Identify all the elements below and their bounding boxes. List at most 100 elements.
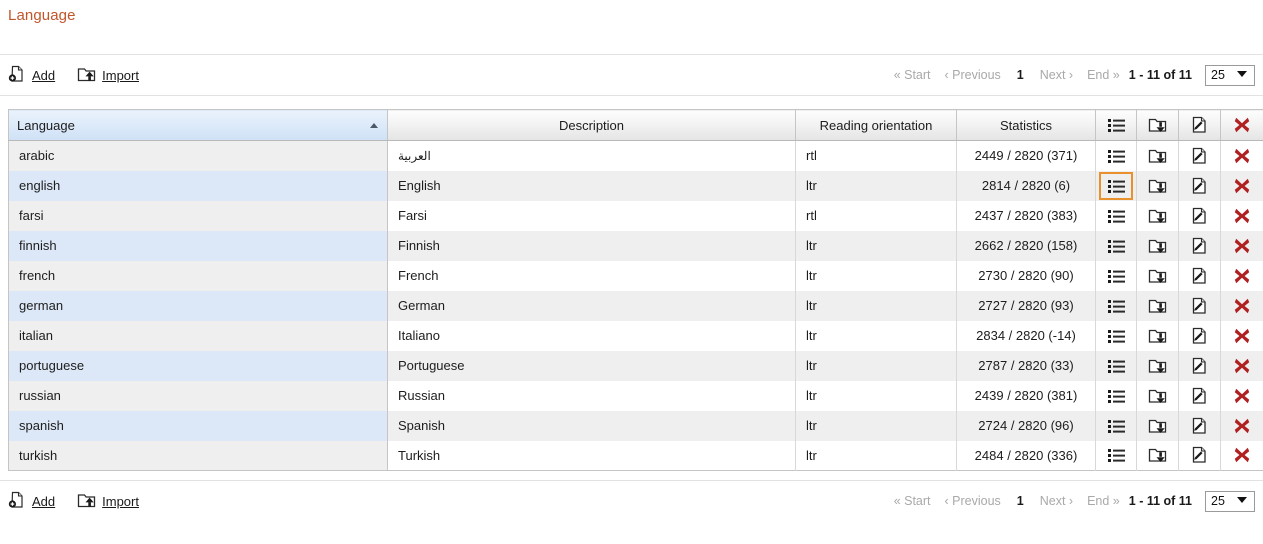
list-icon[interactable] [1096, 322, 1136, 350]
import-button-top[interactable]: Import [77, 65, 139, 86]
document-edit-icon[interactable] [1179, 232, 1220, 260]
table-row[interactable]: turkish Turkish ltr 2484 / 2820 (336) [8, 440, 1263, 471]
add-button-top[interactable]: Add [8, 65, 55, 86]
list-icon[interactable] [1096, 352, 1136, 380]
pagination-start-top[interactable]: « Start [893, 68, 931, 82]
column-header-reading-orientation[interactable]: Reading orientation [795, 109, 957, 141]
cell-action-delete-x[interactable] [1220, 170, 1263, 201]
delete-x-icon[interactable] [1221, 142, 1263, 170]
cell-action-document-edit[interactable] [1178, 410, 1221, 441]
delete-x-icon[interactable] [1221, 412, 1263, 440]
cell-action-document-edit[interactable] [1178, 440, 1221, 471]
delete-x-icon[interactable] [1221, 352, 1263, 380]
document-edit-icon[interactable] [1179, 382, 1220, 410]
cell-action-delete-x[interactable] [1220, 200, 1263, 231]
pagination-start-bottom[interactable]: « Start [893, 494, 931, 508]
delete-x-icon[interactable] [1221, 322, 1263, 350]
delete-x-icon[interactable] [1221, 382, 1263, 410]
cell-action-list[interactable] [1095, 440, 1137, 471]
cell-action-list[interactable] [1095, 230, 1137, 261]
import-button-bottom[interactable]: Import [77, 491, 139, 512]
document-edit-icon[interactable] [1179, 412, 1220, 440]
cell-action-folder-export[interactable] [1136, 410, 1179, 441]
cell-action-folder-export[interactable] [1136, 350, 1179, 381]
folder-export-icon[interactable] [1137, 352, 1178, 380]
page-size-select-bottom[interactable]: 2550100 [1205, 490, 1255, 512]
document-edit-icon[interactable] [1179, 172, 1220, 200]
table-row[interactable]: farsi Farsi rtl 2437 / 2820 (383) [8, 200, 1263, 231]
cell-action-delete-x[interactable] [1220, 230, 1263, 261]
pagination-next-top[interactable]: Next › [1039, 68, 1074, 82]
cell-action-document-edit[interactable] [1178, 230, 1221, 261]
add-button-bottom[interactable]: Add [8, 491, 55, 512]
folder-export-icon[interactable] [1137, 441, 1178, 469]
cell-action-folder-export[interactable] [1136, 380, 1179, 411]
delete-x-icon[interactable] [1221, 292, 1263, 320]
folder-export-icon[interactable] [1137, 382, 1178, 410]
list-icon[interactable] [1096, 292, 1136, 320]
pagination-current-page-top[interactable]: 1 [1016, 68, 1024, 82]
cell-action-list[interactable] [1095, 170, 1137, 201]
column-header-description[interactable]: Description [387, 109, 796, 141]
cell-action-document-edit[interactable] [1178, 140, 1221, 171]
cell-action-list[interactable] [1095, 320, 1137, 351]
folder-export-icon[interactable] [1137, 292, 1178, 320]
folder-export-icon[interactable] [1137, 262, 1178, 290]
cell-action-list[interactable] [1095, 290, 1137, 321]
cell-action-document-edit[interactable] [1178, 320, 1221, 351]
cell-action-folder-export[interactable] [1136, 260, 1179, 291]
delete-x-icon[interactable] [1221, 262, 1263, 290]
list-icon[interactable] [1096, 202, 1136, 230]
column-header-statistics[interactable]: Statistics [956, 109, 1096, 141]
folder-export-icon[interactable] [1137, 172, 1178, 200]
cell-action-document-edit[interactable] [1178, 350, 1221, 381]
cell-action-folder-export[interactable] [1136, 320, 1179, 351]
folder-export-icon[interactable] [1137, 202, 1178, 230]
cell-action-document-edit[interactable] [1178, 380, 1221, 411]
table-row[interactable]: english English ltr 2814 / 2820 (6) [8, 170, 1263, 201]
folder-export-icon[interactable] [1137, 142, 1178, 170]
list-icon[interactable] [1096, 142, 1136, 170]
document-edit-icon[interactable] [1179, 352, 1220, 380]
cell-action-delete-x[interactable] [1220, 380, 1263, 411]
pagination-current-page-bottom[interactable]: 1 [1016, 494, 1024, 508]
delete-x-icon[interactable] [1221, 172, 1263, 200]
pagination-previous-bottom[interactable]: ‹ Previous [944, 494, 1001, 508]
document-edit-icon[interactable] [1179, 441, 1220, 469]
cell-action-list[interactable] [1095, 380, 1137, 411]
pagination-end-bottom[interactable]: End » [1087, 494, 1120, 508]
document-edit-icon[interactable] [1179, 142, 1220, 170]
table-row[interactable]: italian Italiano ltr 2834 / 2820 (-14) [8, 320, 1263, 351]
delete-x-icon[interactable] [1221, 441, 1263, 469]
cell-action-folder-export[interactable] [1136, 140, 1179, 171]
delete-x-icon[interactable] [1221, 232, 1263, 260]
list-icon[interactable] [1096, 232, 1136, 260]
cell-action-list[interactable] [1095, 350, 1137, 381]
column-header-language[interactable]: Language [8, 109, 388, 141]
cell-action-document-edit[interactable] [1178, 170, 1221, 201]
column-header-export[interactable] [1136, 109, 1179, 141]
cell-action-delete-x[interactable] [1220, 260, 1263, 291]
cell-action-document-edit[interactable] [1178, 290, 1221, 321]
table-row[interactable]: spanish Spanish ltr 2724 / 2820 (96) [8, 410, 1263, 441]
list-icon[interactable] [1096, 172, 1136, 200]
cell-action-delete-x[interactable] [1220, 140, 1263, 171]
list-icon[interactable] [1096, 262, 1136, 290]
document-edit-icon[interactable] [1179, 202, 1220, 230]
table-row[interactable]: portuguese Portuguese ltr 2787 / 2820 (33) [8, 350, 1263, 381]
document-edit-icon[interactable] [1179, 292, 1220, 320]
table-row[interactable]: finnish Finnish ltr 2662 / 2820 (158) [8, 230, 1263, 261]
list-icon[interactable] [1096, 441, 1136, 469]
cell-action-delete-x[interactable] [1220, 410, 1263, 441]
cell-action-delete-x[interactable] [1220, 440, 1263, 471]
table-row[interactable]: arabic العربية rtl 2449 / 2820 (371) [8, 140, 1263, 171]
list-icon[interactable] [1096, 382, 1136, 410]
cell-action-folder-export[interactable] [1136, 440, 1179, 471]
delete-x-icon[interactable] [1221, 202, 1263, 230]
cell-action-delete-x[interactable] [1220, 350, 1263, 381]
list-icon[interactable] [1096, 412, 1136, 440]
cell-action-folder-export[interactable] [1136, 230, 1179, 261]
column-header-edit[interactable] [1178, 109, 1221, 141]
page-size-select-top[interactable]: 2550100 [1205, 64, 1255, 86]
folder-export-icon[interactable] [1137, 322, 1178, 350]
